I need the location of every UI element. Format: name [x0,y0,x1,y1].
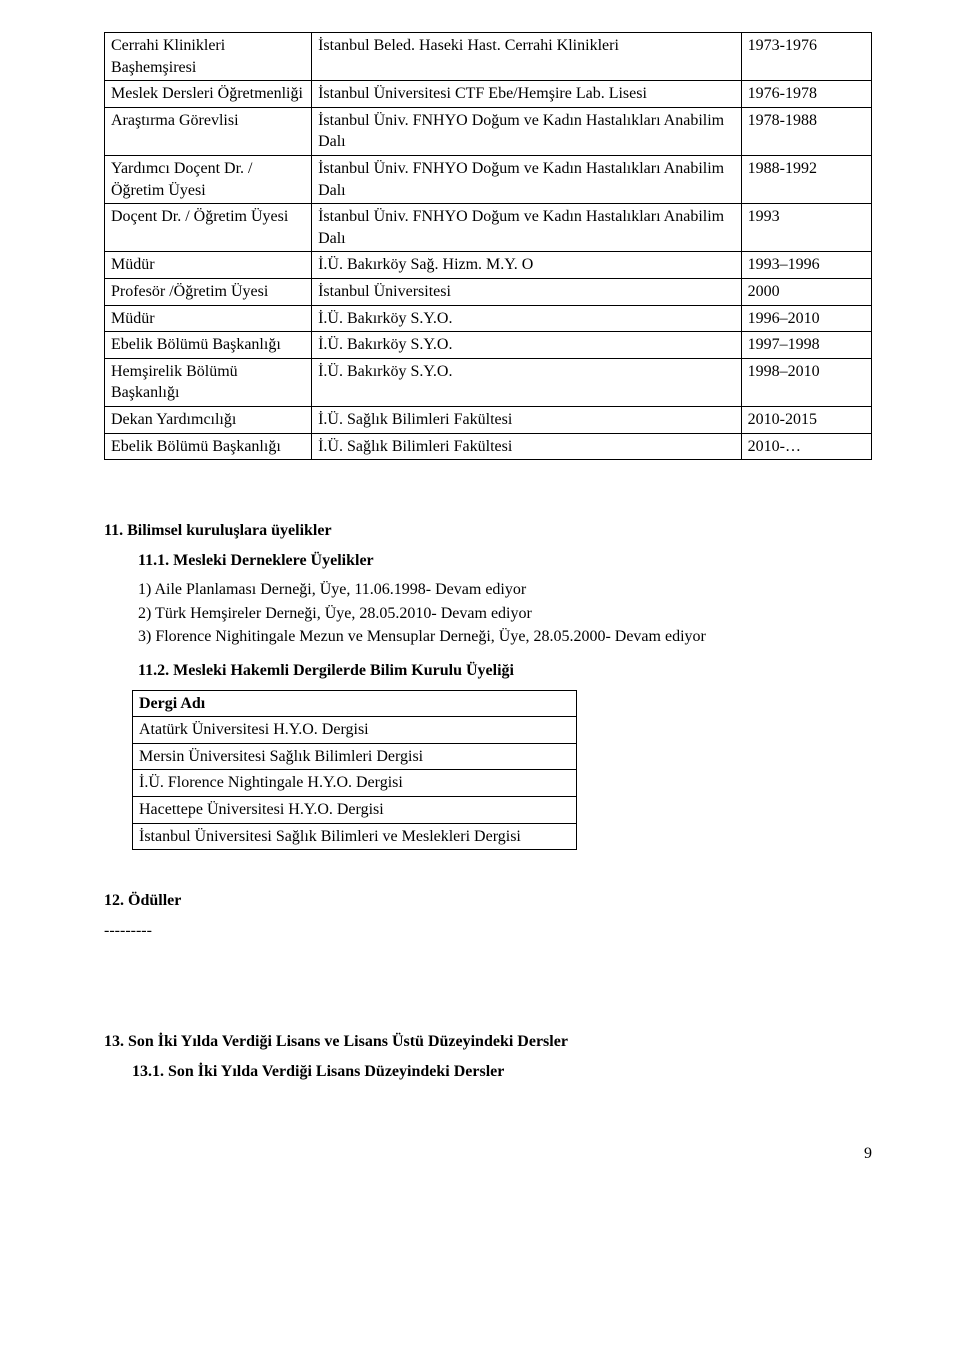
position-place: İstanbul Beled. Haseki Hast. Cerrahi Kli… [312,33,742,81]
position-place: İ.Ü. Bakırköy S.Y.O. [312,332,742,359]
position-title: Araştırma Görevlisi [105,107,312,155]
position-place: İstanbul Üniv. FNHYO Doğum ve Kadın Hast… [312,107,742,155]
table-row: Meslek Dersleri Öğretmenliğiİstanbul Üni… [105,81,872,108]
table-row: Dekan Yardımcılığıİ.Ü. Sağlık Bilimleri … [105,406,872,433]
list-item: 2) Türk Hemşireler Derneği, Üye, 28.05.2… [138,603,872,625]
position-place: İstanbul Üniv. FNHYO Doğum ve Kadın Hast… [312,155,742,203]
position-years: 1993–1996 [741,252,871,279]
position-title: Dekan Yardımcılığı [105,406,312,433]
position-title: Müdür [105,305,312,332]
position-place: İstanbul Üniv. FNHYO Doğum ve Kadın Hast… [312,204,742,252]
position-years: 2010-2015 [741,406,871,433]
position-title: Hemşirelik Bölümü Başkanlığı [105,358,312,406]
position-title: Profesör /Öğretim Üyesi [105,278,312,305]
table-row: Müdürİ.Ü. Bakırköy S.Y.O.1996–2010 [105,305,872,332]
journal-row: Hacettepe Üniversitesi H.Y.O. Dergisi [133,797,577,824]
position-place: İ.Ü. Sağlık Bilimleri Fakültesi [312,433,742,460]
position-place: İstanbul Üniversitesi CTF Ebe/Hemşire La… [312,81,742,108]
position-title: Ebelik Bölümü Başkanlığı [105,433,312,460]
table-row: Cerrahi Klinikleri Başhemşiresiİstanbul … [105,33,872,81]
position-place: İ.Ü. Bakırköy S.Y.O. [312,358,742,406]
table-row: Yardımcı Doçent Dr. / Öğretim Üyesiİstan… [105,155,872,203]
positions-table: Cerrahi Klinikleri Başhemşiresiİstanbul … [104,32,872,460]
journal-row: Mersin Üniversitesi Sağlık Bilimleri Der… [133,743,577,770]
position-title: Doçent Dr. / Öğretim Üyesi [105,204,312,252]
position-place: İ.Ü. Bakırköy S.Y.O. [312,305,742,332]
journal-row: İstanbul Üniversitesi Sağlık Bilimleri v… [133,823,577,850]
table-row: Doçent Dr. / Öğretim Üyesiİstanbul Üniv.… [105,204,872,252]
list-item: 1) Aile Planlaması Derneği, Üye, 11.06.1… [138,579,872,601]
journal-row: Atatürk Üniversitesi H.Y.O. Dergisi [133,717,577,744]
section-11-heading: 11. Bilimsel kuruluşlara üyelikler [104,520,872,542]
table-row: Hemşirelik Bölümü Başkanlığıİ.Ü. Bakırkö… [105,358,872,406]
page-number: 9 [104,1143,872,1165]
position-title: Müdür [105,252,312,279]
position-years: 2000 [741,278,871,305]
journal-table: Dergi AdıAtatürk Üniversitesi H.Y.O. Der… [132,690,577,851]
position-years: 1996–2010 [741,305,871,332]
section-13-heading: 13. Son İki Yılda Verdiği Lisans ve Lisa… [104,1031,872,1053]
position-years: 1993 [741,204,871,252]
section-11-1-heading: 11.1. Mesleki Derneklere Üyelikler [138,550,872,572]
position-place: İstanbul Üniversitesi [312,278,742,305]
list-item: 3) Florence Nighitingale Mezun ve Mensup… [138,626,872,648]
table-row: Müdürİ.Ü. Bakırköy Sağ. Hizm. M.Y. O1993… [105,252,872,279]
journal-row: İ.Ü. Florence Nightingale H.Y.O. Dergisi [133,770,577,797]
table-row: Ebelik Bölümü Başkanlığıİ.Ü. Bakırköy S.… [105,332,872,359]
section-12-heading: 12. Ödüller [104,890,872,912]
position-title: Meslek Dersleri Öğretmenliği [105,81,312,108]
position-years: 1976-1978 [741,81,871,108]
table-row: Ebelik Bölümü Başkanlığıİ.Ü. Sağlık Bili… [105,433,872,460]
position-title: Yardımcı Doçent Dr. / Öğretim Üyesi [105,155,312,203]
position-years: 1997–1998 [741,332,871,359]
table-row: Profesör /Öğretim Üyesiİstanbul Üniversi… [105,278,872,305]
position-years: 1998–2010 [741,358,871,406]
position-years: 1978-1988 [741,107,871,155]
position-title: Ebelik Bölümü Başkanlığı [105,332,312,359]
section-13-1-heading: 13.1. Son İki Yılda Verdiği Lisans Düzey… [132,1061,872,1083]
awards-content: --------- [104,920,872,942]
memberships-list: 1) Aile Planlaması Derneği, Üye, 11.06.1… [138,579,872,648]
position-title: Cerrahi Klinikleri Başhemşiresi [105,33,312,81]
table-row: Araştırma Görevlisiİstanbul Üniv. FNHYO … [105,107,872,155]
position-years: 2010-… [741,433,871,460]
position-years: 1988-1992 [741,155,871,203]
position-place: İ.Ü. Bakırköy Sağ. Hizm. M.Y. O [312,252,742,279]
position-place: İ.Ü. Sağlık Bilimleri Fakültesi [312,406,742,433]
journal-table-header: Dergi Adı [133,690,577,717]
section-11-2-heading: 11.2. Mesleki Hakemli Dergilerde Bilim K… [138,660,872,682]
position-years: 1973-1976 [741,33,871,81]
